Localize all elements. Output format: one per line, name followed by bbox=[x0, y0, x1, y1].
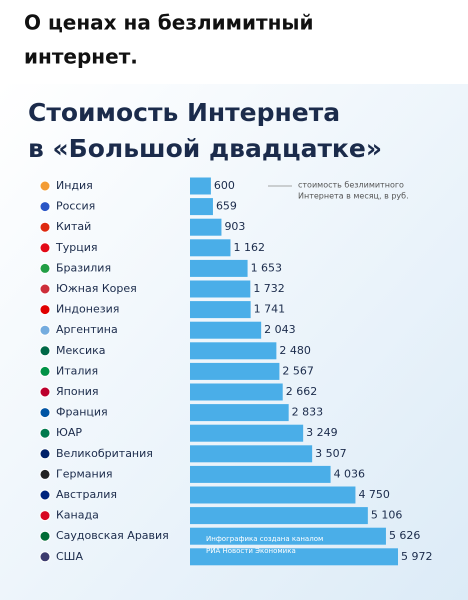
annotation: Интернета в месяц, в руб. bbox=[298, 192, 409, 201]
bar bbox=[190, 486, 356, 504]
bar bbox=[190, 507, 368, 525]
category-label: США bbox=[56, 550, 83, 563]
flag bbox=[39, 345, 51, 357]
value-label: 903 bbox=[224, 220, 245, 233]
flag bbox=[39, 304, 51, 316]
flag bbox=[39, 242, 51, 254]
post-title: О ценах на безлимитный bbox=[24, 11, 314, 35]
chart-title: в «Большой двадцатке» bbox=[28, 134, 382, 163]
value-label: 4 036 bbox=[334, 467, 366, 480]
category-label: Россия bbox=[56, 200, 95, 213]
flag bbox=[39, 283, 51, 295]
credit: Инфографика создана каналом bbox=[206, 535, 323, 543]
value-label: 2 662 bbox=[286, 385, 318, 398]
bar bbox=[190, 465, 331, 483]
category-label: Индонезия bbox=[56, 303, 119, 316]
value-label: 600 bbox=[214, 179, 235, 192]
category-label: Австралия bbox=[56, 488, 117, 501]
value-label: 4 750 bbox=[358, 488, 390, 501]
category-label: Франция bbox=[56, 406, 108, 419]
flag bbox=[39, 489, 51, 501]
flag bbox=[39, 180, 51, 192]
category-label: Мексика bbox=[56, 344, 105, 357]
bar bbox=[190, 218, 222, 236]
category-label: ЮАР bbox=[56, 426, 82, 439]
value-label: 1 653 bbox=[251, 261, 283, 274]
value-label: 2 043 bbox=[264, 323, 296, 336]
flag bbox=[39, 551, 51, 563]
flag bbox=[39, 365, 51, 377]
bar bbox=[190, 424, 304, 442]
flag bbox=[39, 427, 51, 439]
category-label: Турция bbox=[55, 241, 97, 254]
category-label: Аргентина bbox=[56, 323, 118, 336]
bar bbox=[190, 404, 289, 422]
bar bbox=[190, 280, 251, 298]
category-label: Италия bbox=[56, 364, 98, 377]
category-label: Южная Корея bbox=[56, 282, 137, 295]
value-label: 3 507 bbox=[315, 447, 347, 460]
rows: Индия 600 Россия 659 Китай 903 Турция 1 162 Браз… bbox=[39, 177, 433, 566]
bar bbox=[190, 321, 262, 339]
category-label: Великобритания bbox=[56, 447, 153, 460]
post-title: интернет. bbox=[24, 45, 138, 69]
flag bbox=[39, 510, 51, 522]
bar bbox=[190, 342, 277, 360]
bar bbox=[190, 198, 213, 216]
category-label: Япония bbox=[56, 385, 99, 398]
value-label: 5 972 bbox=[401, 550, 433, 563]
annotation: стоимость безлимитного bbox=[298, 181, 404, 190]
value-label: 2 833 bbox=[292, 406, 324, 419]
bar bbox=[190, 301, 251, 319]
bar bbox=[190, 177, 211, 195]
flag bbox=[39, 324, 51, 336]
value-label: 1 162 bbox=[233, 241, 265, 254]
flag bbox=[39, 448, 51, 460]
value-label: 2 480 bbox=[279, 344, 311, 357]
flag bbox=[39, 386, 51, 398]
flag bbox=[39, 530, 51, 542]
category-label: Германия bbox=[56, 467, 112, 480]
bar bbox=[190, 445, 313, 463]
value-label: 5 626 bbox=[389, 529, 421, 542]
value-label: 659 bbox=[216, 200, 237, 213]
category-label: Саудовская Аравия bbox=[56, 529, 169, 542]
bar bbox=[190, 239, 231, 257]
bar bbox=[190, 259, 248, 277]
bar bbox=[190, 362, 280, 380]
value-label: 1 732 bbox=[253, 282, 284, 295]
category-label: Канада bbox=[56, 509, 99, 522]
category-label: Индия bbox=[56, 179, 93, 192]
value-label: 1 741 bbox=[254, 303, 285, 316]
chart-title: Стоимость Интернета bbox=[28, 98, 340, 127]
value-label: 2 567 bbox=[282, 364, 314, 377]
bar bbox=[190, 548, 398, 566]
category-label: Бразилия bbox=[56, 261, 111, 274]
credit: РИА Новости Экономика bbox=[206, 547, 296, 555]
flag bbox=[39, 262, 51, 274]
bar bbox=[190, 383, 283, 401]
flag bbox=[39, 468, 51, 480]
flag bbox=[39, 407, 51, 419]
value-label: 3 249 bbox=[306, 426, 338, 439]
category-label: Китай bbox=[56, 220, 91, 233]
value-label: 5 106 bbox=[371, 509, 403, 522]
bar bbox=[190, 527, 386, 545]
flag bbox=[39, 201, 51, 213]
flag bbox=[39, 221, 51, 233]
